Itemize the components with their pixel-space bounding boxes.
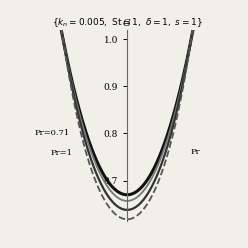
Text: G: G: [123, 19, 131, 28]
Text: Pr=1: Pr=1: [50, 149, 72, 157]
Text: Pr: Pr: [190, 148, 200, 156]
Title: $\{k_n = 0.005,\ \mathrm{St} = 1,\ \delta = 1,\ s = 1\}$: $\{k_n = 0.005,\ \mathrm{St} = 1,\ \delt…: [52, 17, 203, 30]
Text: Pr=0.71: Pr=0.71: [35, 129, 70, 137]
